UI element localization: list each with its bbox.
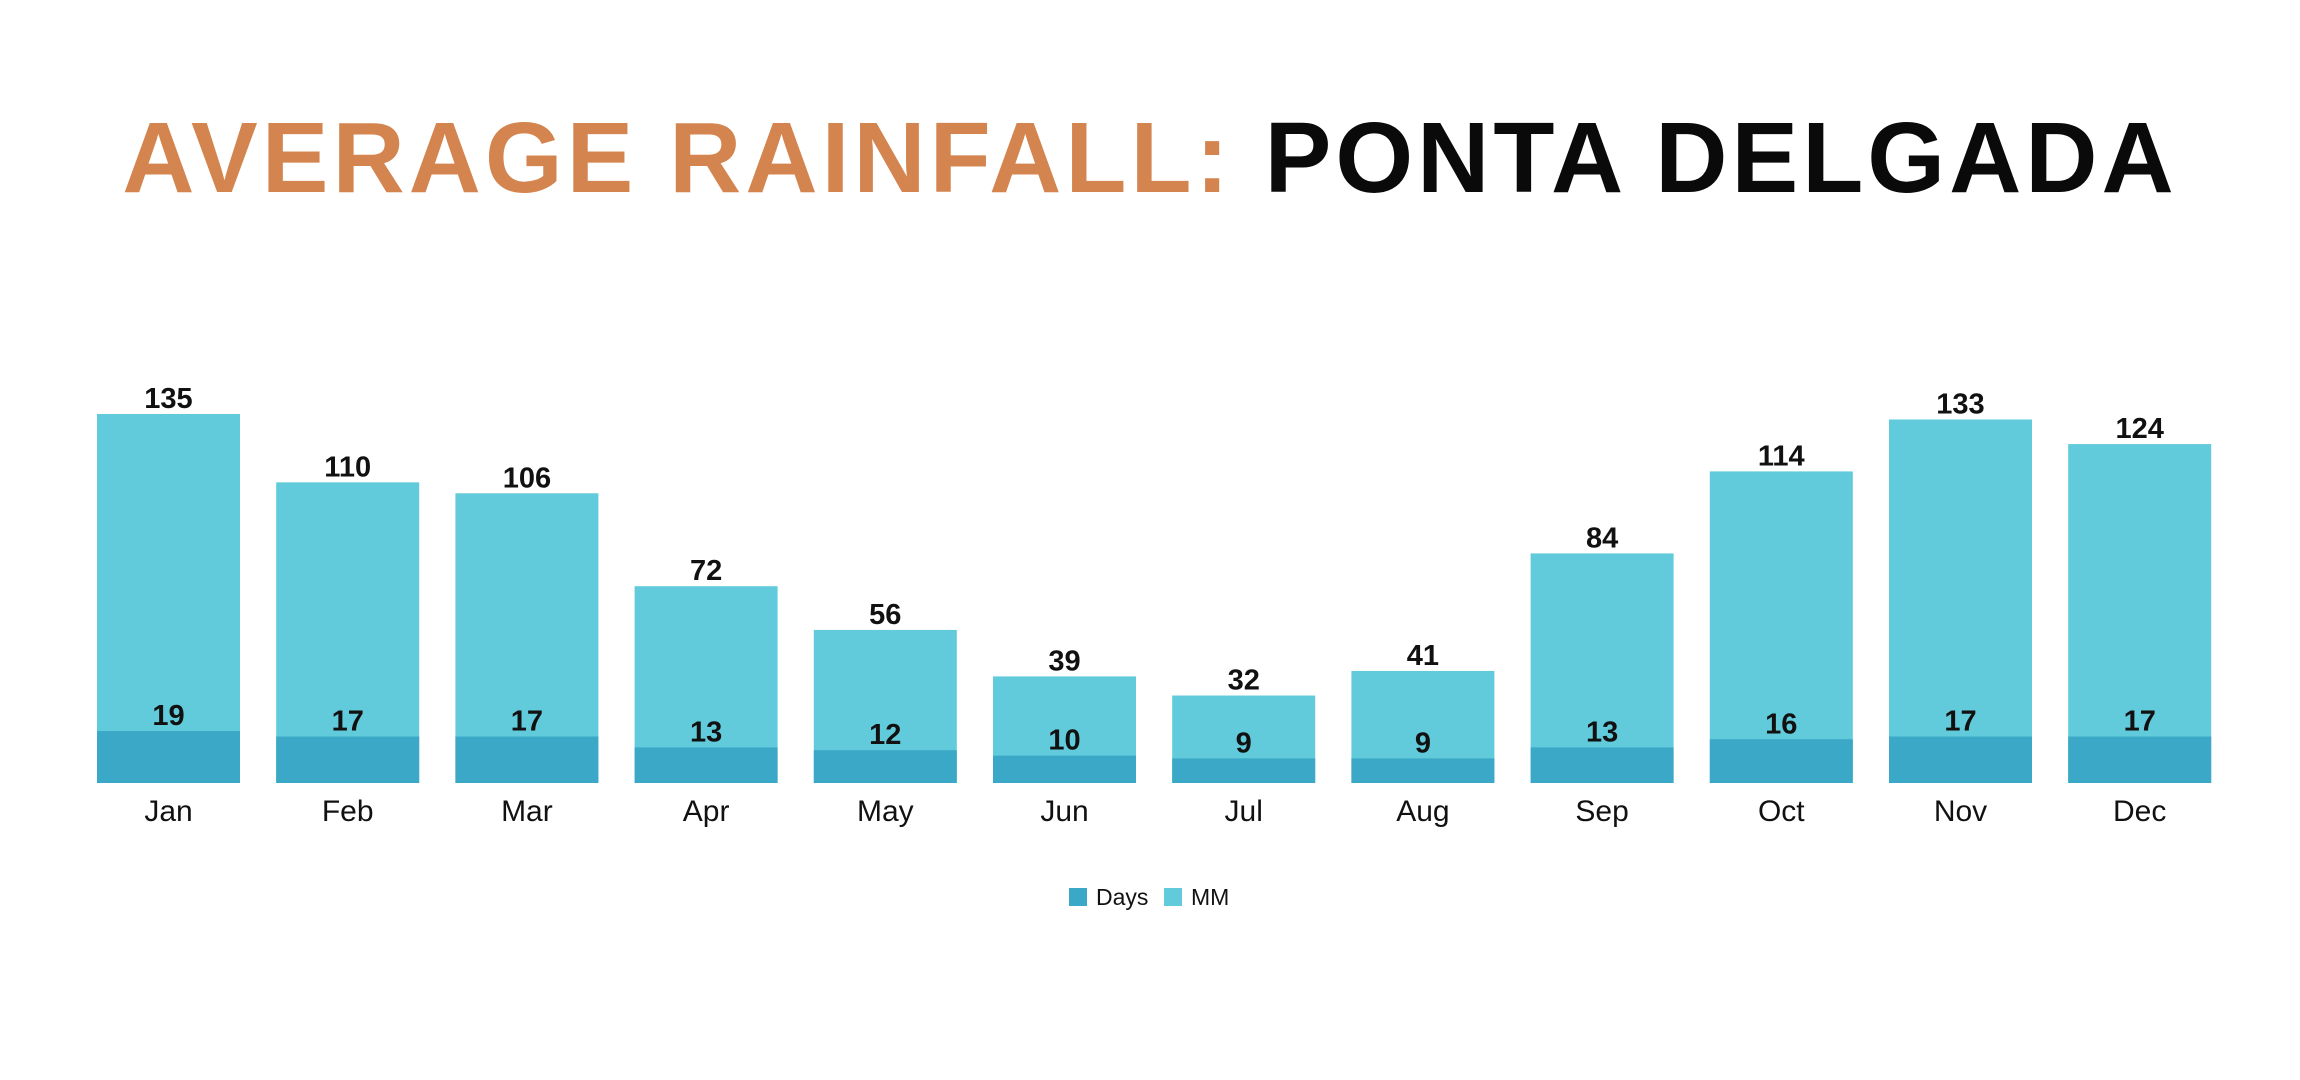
x-tick-label: Sep xyxy=(1575,795,1628,828)
mm-value-label: 56 xyxy=(869,599,901,631)
legend-swatch xyxy=(1164,888,1182,906)
x-tick-label: Mar xyxy=(501,795,553,828)
bar-days-oct xyxy=(1709,739,1853,783)
x-tick-label: Feb xyxy=(322,795,374,828)
x-tick-label: May xyxy=(857,795,914,828)
bar-mm-nov xyxy=(1889,419,2032,783)
x-tick-label: Nov xyxy=(1934,795,1987,828)
mm-value-label: 32 xyxy=(1228,665,1260,697)
days-value-label: 9 xyxy=(1236,727,1252,759)
days-value-label: 17 xyxy=(332,706,364,738)
bar-mm-mar xyxy=(455,493,599,783)
days-value-label: 13 xyxy=(690,716,722,748)
bar-mm-feb xyxy=(276,482,420,783)
mm-value-label: 124 xyxy=(2116,413,2164,445)
chart-title-main: PONTA DELGADA xyxy=(1264,102,2178,214)
legend: Days MM xyxy=(1069,884,1229,910)
mm-value-label: 135 xyxy=(144,383,192,415)
x-tick-label: Aug xyxy=(1396,795,1449,828)
mm-value-label: 110 xyxy=(324,451,371,483)
mm-value-label: 72 xyxy=(690,555,722,587)
bar-mm-jan xyxy=(97,414,240,783)
days-value-label: 17 xyxy=(511,706,543,738)
bar-mm-dec xyxy=(2068,444,2212,783)
bar-days-feb xyxy=(276,736,420,783)
days-value-label: 16 xyxy=(1765,708,1797,740)
days-value-label: 10 xyxy=(1048,725,1080,757)
bar-mm-oct xyxy=(1709,471,1853,783)
mm-value-label: 39 xyxy=(1048,645,1080,677)
x-tick-label: Dec xyxy=(2113,795,2166,828)
x-tick-label: Jul xyxy=(1225,795,1263,828)
days-value-label: 9 xyxy=(1415,727,1431,759)
bar-days-nov xyxy=(1889,736,2032,783)
days-value-label: 13 xyxy=(1586,716,1618,748)
bar-days-jul xyxy=(1172,758,1316,783)
x-tick-label: Oct xyxy=(1758,795,1805,828)
bar-days-jun xyxy=(993,755,1136,783)
bar-days-aug xyxy=(1351,758,1495,783)
x-tick-label: Jan xyxy=(144,795,192,828)
chart-title-accent: AVERAGE RAINFALL: xyxy=(122,102,1233,214)
x-tick-label: Apr xyxy=(683,795,730,828)
bar-days-mar xyxy=(455,736,599,783)
labels-group: 135 19 Jan 110 17 Feb 106 17 Mar 72 13 Apr 56 12 May 39… xyxy=(144,383,2166,828)
days-value-label: 12 xyxy=(869,719,901,751)
mm-value-label: 114 xyxy=(1758,440,1805,472)
bars-group xyxy=(97,414,2212,783)
bar-days-sep xyxy=(1530,747,1674,783)
bar-mm-sep xyxy=(1530,553,1674,783)
x-tick-label: Jun xyxy=(1040,795,1088,828)
legend-label: Days xyxy=(1096,884,1148,910)
bar-days-dec xyxy=(2068,736,2212,783)
days-value-label: 17 xyxy=(1944,706,1976,738)
mm-value-label: 84 xyxy=(1586,522,1618,554)
mm-value-label: 106 xyxy=(503,462,551,494)
bar-days-jan xyxy=(97,731,240,783)
days-value-label: 19 xyxy=(152,700,184,732)
legend-swatch xyxy=(1069,888,1087,906)
days-value-label: 17 xyxy=(2124,706,2156,738)
legend-label: MM xyxy=(1191,884,1229,910)
chart-title: AVERAGE RAINFALL: PONTA DELGADA xyxy=(0,108,2300,208)
mm-value-label: 41 xyxy=(1407,640,1439,672)
bar-days-may xyxy=(813,750,957,783)
mm-value-label: 133 xyxy=(1936,388,1984,420)
bar-days-apr xyxy=(634,747,778,783)
